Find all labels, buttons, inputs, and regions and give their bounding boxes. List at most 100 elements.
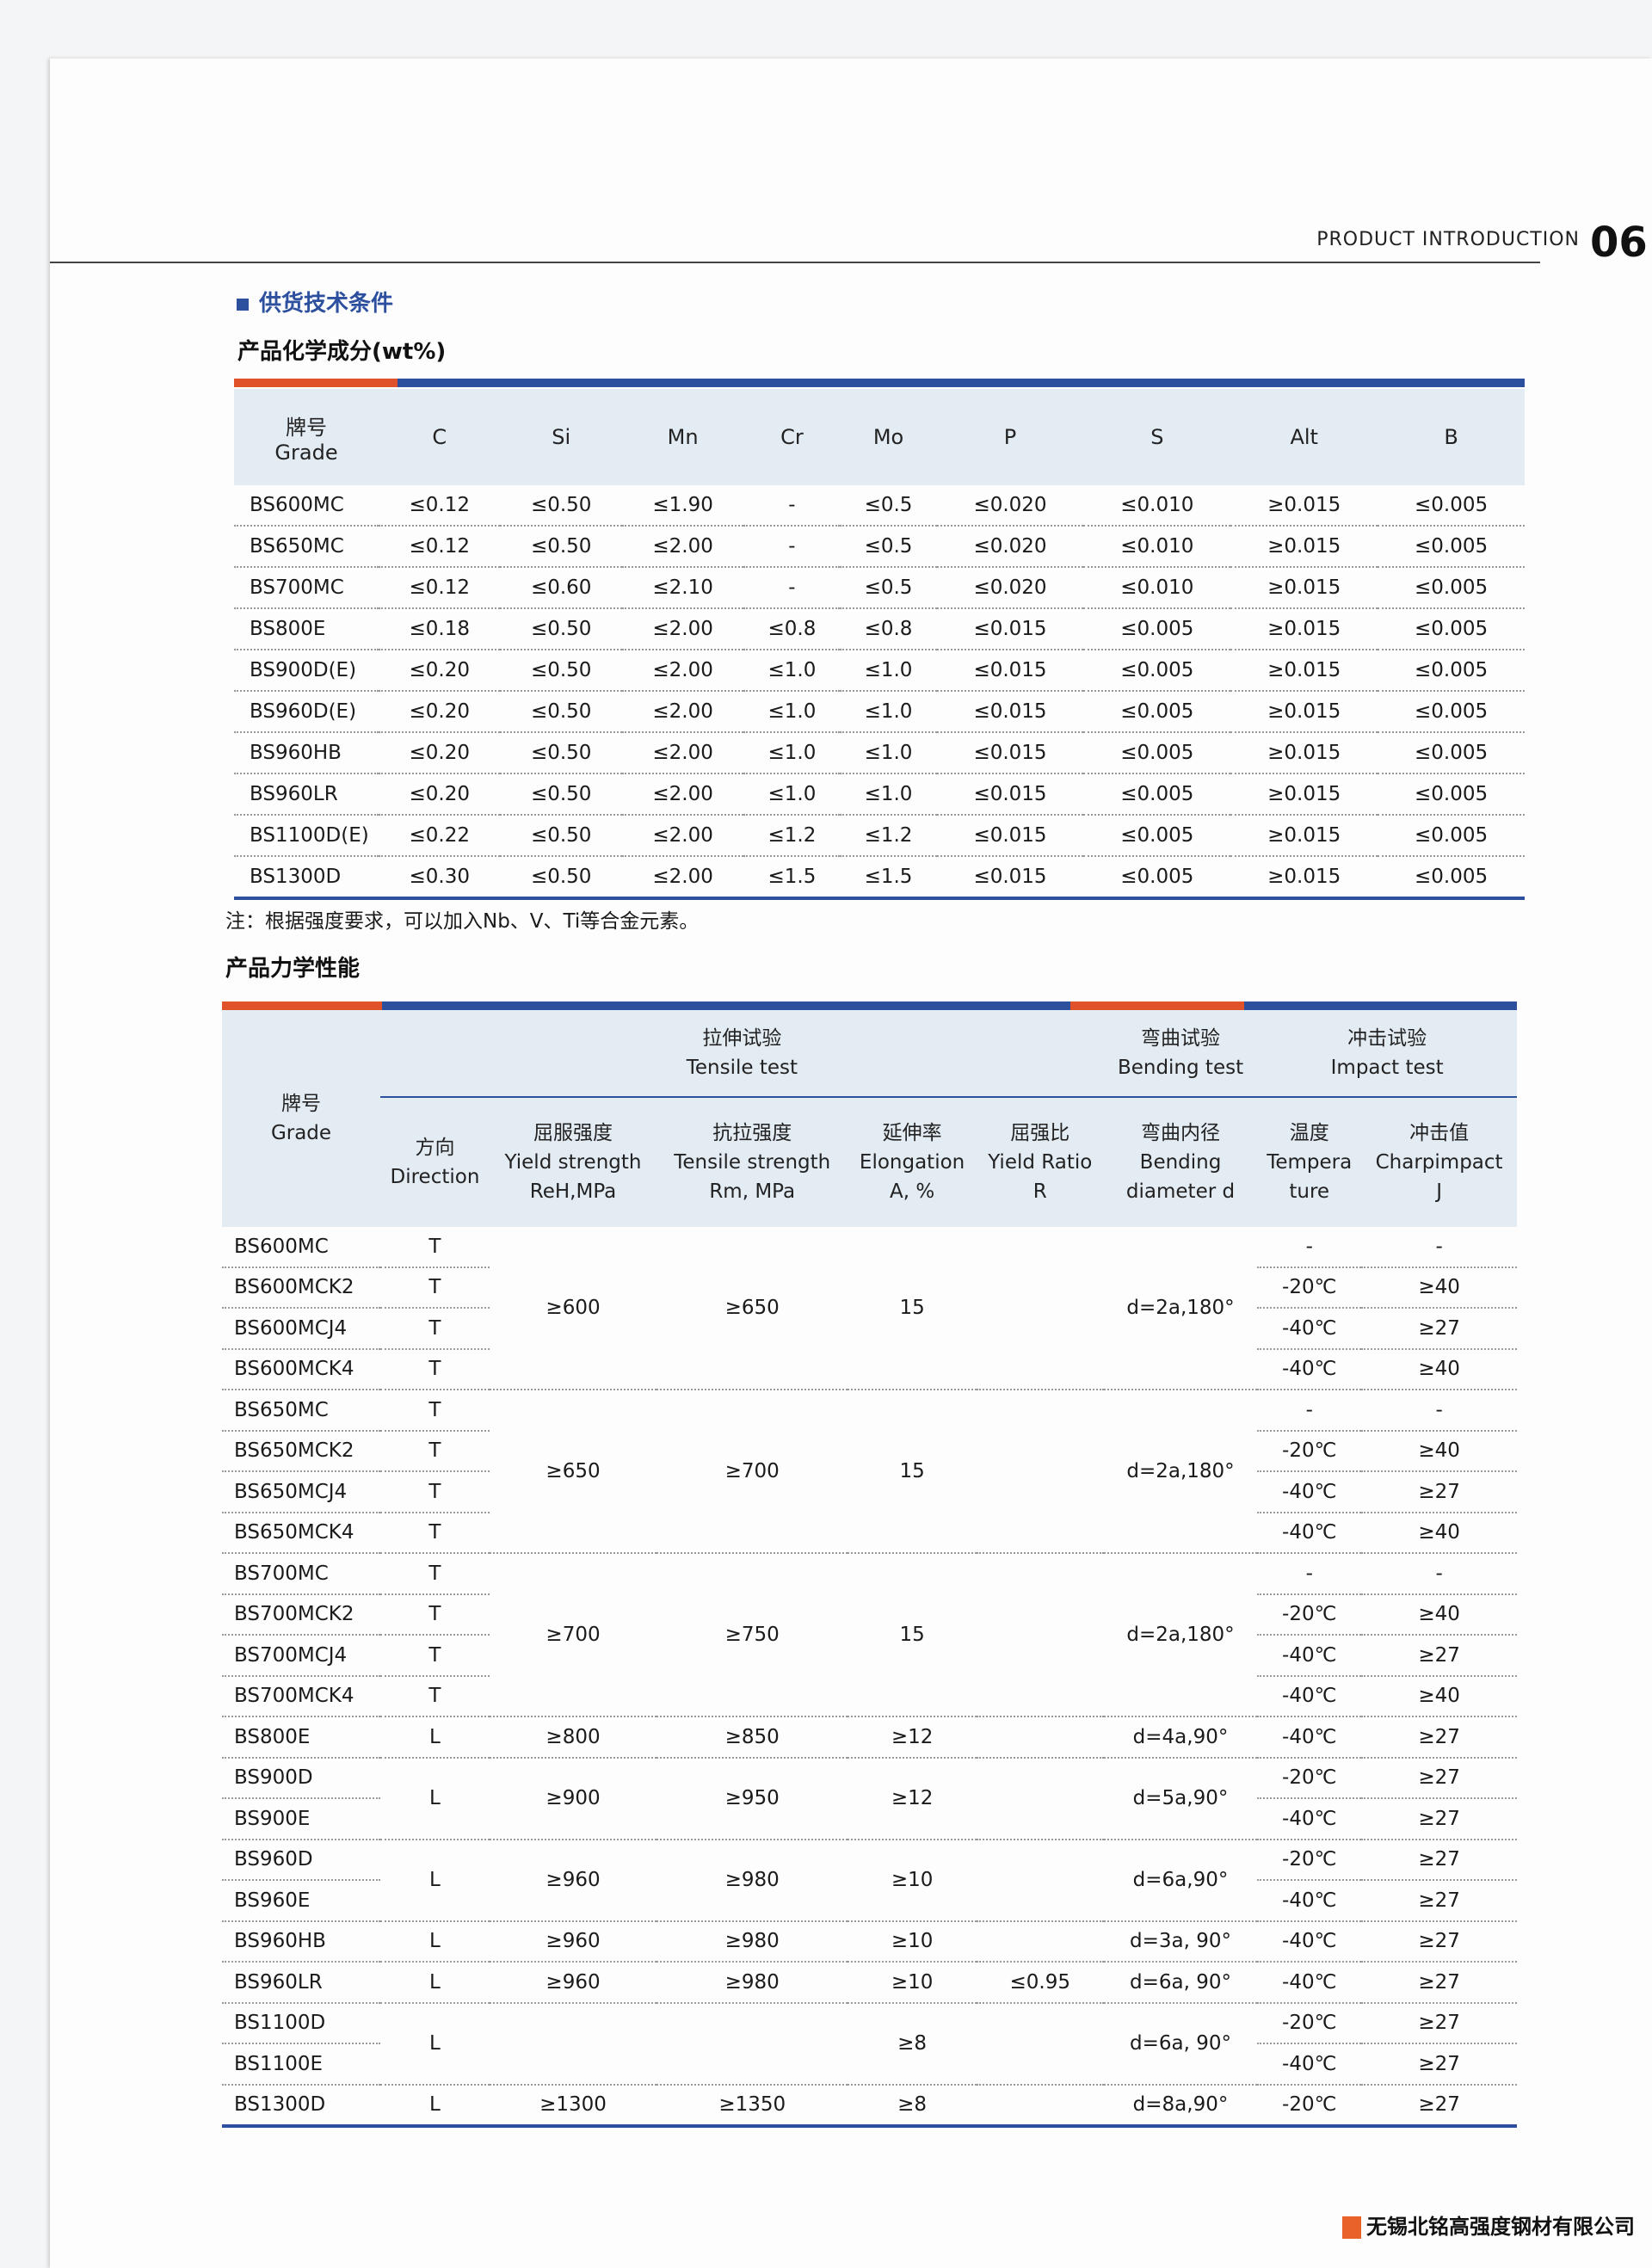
table-row: BS960E -40℃ ≥27 xyxy=(222,1880,1517,1922)
bending-cell: d=4a,90° xyxy=(1103,1716,1258,1759)
table-row: BS800E L ≥800 ≥850 ≥12 d=4a,90° -40℃ ≥27 xyxy=(222,1716,1517,1759)
table-row: BS700MC T ≥700 ≥750 15 d=2a,180° - - xyxy=(222,1553,1517,1717)
direction-cell: L xyxy=(380,1839,490,1922)
subheader-line: 弯曲内径 xyxy=(1141,1122,1221,1144)
table-row: BS600MCK2 T -20℃ ≥40 xyxy=(222,1267,1517,1309)
cell: ≤1.0 xyxy=(743,773,841,816)
yield-ratio-cell: ≤0.95 xyxy=(976,1962,1104,2004)
cell: ≤1.2 xyxy=(840,815,937,857)
grade-cell: BS960HB xyxy=(222,1920,380,1963)
cell: ≤0.010 xyxy=(1083,485,1231,527)
yield-ratio-cell xyxy=(976,2084,1104,2128)
cell: ≤0.005 xyxy=(1378,773,1525,816)
tensile-cell: ≥850 xyxy=(656,1716,848,1759)
grade-cell: BS700MC xyxy=(222,1553,380,1595)
cell: ≥0.015 xyxy=(1230,815,1378,857)
impact-value-cell: ≥27 xyxy=(1361,2002,1517,2044)
grade-cell: BS1100E xyxy=(222,2043,380,2086)
direction-cell: T xyxy=(380,1227,490,1268)
grade-cell: BS960HB xyxy=(234,732,379,774)
tensile-cell: ≥650 xyxy=(656,1227,848,1390)
column-header-alt: Alt xyxy=(1230,389,1378,485)
mechanical-table: 牌号 Grade 拉伸试验 Tensile test 弯曲试验 Bending tes… xyxy=(222,1010,1517,2128)
elongation-cell: ≥12 xyxy=(848,1716,977,1759)
yield-ratio-cell xyxy=(976,1553,1104,1717)
impact-value-cell: ≥27 xyxy=(1361,1798,1517,1840)
impact-value-cell: ≥27 xyxy=(1361,1962,1517,2004)
table-row: BS650MCJ4 T -40℃ ≥27 xyxy=(222,1471,1517,1513)
cell: ≤2.00 xyxy=(621,815,744,857)
footer: 无锡北铭高强度钢材有限公司 xyxy=(1342,2209,1635,2240)
temperature-cell: - xyxy=(1257,1390,1362,1432)
temperature-cell: -40℃ xyxy=(1257,1635,1362,1677)
subheader-line: Elongation xyxy=(859,1151,965,1174)
impact-value-cell: ≥27 xyxy=(1361,1716,1517,1759)
cell: ≤0.50 xyxy=(500,608,622,650)
impact-value-cell: ≥27 xyxy=(1361,1839,1517,1881)
cell: ≥0.015 xyxy=(1230,650,1378,692)
subheader-line: 冲击值 xyxy=(1409,1122,1470,1144)
impact-value-cell: ≥27 xyxy=(1361,2043,1517,2086)
subheader-4: 屈强比 Yield Ratio R xyxy=(976,1096,1104,1227)
cell: ≤0.50 xyxy=(500,526,622,568)
grade-cell: BS650MC xyxy=(234,526,379,568)
grade-header-en: Grade xyxy=(274,440,338,465)
cell: ≤0.12 xyxy=(379,485,501,527)
table-row: BS600MC ≤0.12 ≤0.50 ≤1.90- ≤0.5 ≤0.020 ≤0.010 ≥… xyxy=(234,485,1525,527)
cell: ≤0.010 xyxy=(1083,567,1231,609)
page-number: 06 xyxy=(1590,219,1648,267)
grade-cell: BS650MCK4 xyxy=(222,1512,380,1554)
direction-cell: T xyxy=(380,1348,490,1390)
subheader-line: 屈服强度 xyxy=(533,1122,613,1144)
cell: ≤0.015 xyxy=(936,856,1084,900)
yield-cell: ≥960 xyxy=(489,1962,657,2004)
temperature-cell: -40℃ xyxy=(1257,1348,1362,1390)
grade-cell: BS650MCJ4 xyxy=(222,1471,380,1513)
cell: ≤2.00 xyxy=(621,526,744,568)
temperature-cell: -20℃ xyxy=(1257,2002,1362,2044)
cell: ≤0.005 xyxy=(1083,691,1231,733)
yield-ratio-cell xyxy=(976,1920,1104,1963)
cell: ≤0.5 xyxy=(840,526,937,568)
temperature-cell: -40℃ xyxy=(1257,1920,1362,1963)
blue-bar xyxy=(382,1001,1070,1010)
grade-header-cn: 牌号 xyxy=(281,1093,321,1115)
cell: ≤0.20 xyxy=(379,773,501,816)
elongation-cell: ≥10 xyxy=(848,1920,977,1963)
orange-bar xyxy=(222,1001,382,1010)
cell: ≤0.005 xyxy=(1378,608,1525,650)
grade-cell: BS800E xyxy=(234,608,379,650)
grade-cell: BS700MCK4 xyxy=(222,1675,380,1717)
cell: ≤0.50 xyxy=(500,691,622,733)
impact-header-en: Impact test xyxy=(1330,1057,1444,1079)
table-row: BS1100E -40℃ ≥27 xyxy=(222,2043,1517,2086)
cell: ≤2.00 xyxy=(621,773,744,816)
cell: ≤2.00 xyxy=(621,691,744,733)
grade-cell: BS1300D xyxy=(234,856,379,900)
cell: ≤0.005 xyxy=(1083,815,1231,857)
elongation-cell: ≥8 xyxy=(848,2084,977,2128)
cell: ≤0.18 xyxy=(379,608,501,650)
temperature-cell: -40℃ xyxy=(1257,1798,1362,1840)
temperature-cell: -20℃ xyxy=(1257,1430,1362,1472)
subheader-line: 温度 xyxy=(1289,1122,1329,1144)
elongation-cell: ≥10 xyxy=(848,1839,977,1922)
table-row: BS900D(E) ≤0.20 ≤0.50 ≤2.00 ≤1.0 ≤1.0 ≤0.015 ≤0… xyxy=(234,650,1525,692)
cell: ≤0.50 xyxy=(500,732,622,774)
direction-cell: L xyxy=(380,1962,490,2004)
cell: ≤0.015 xyxy=(936,691,1084,733)
direction-cell: T xyxy=(380,1553,490,1595)
table-row: BS1300D ≤0.30 ≤0.50 ≤2.00 ≤1.5 ≤1.5 ≤0.015 ≤0.0… xyxy=(234,856,1525,900)
temperature-cell: -20℃ xyxy=(1257,2084,1362,2128)
grade-cell: BS600MCK2 xyxy=(222,1267,380,1309)
cell: ≤0.015 xyxy=(936,815,1084,857)
direction-cell: T xyxy=(380,1675,490,1717)
impact-value-cell: ≥40 xyxy=(1361,1348,1517,1390)
yield-ratio-cell xyxy=(976,1227,1104,1390)
section-title-text: 供货技术条件 xyxy=(259,291,394,317)
grade-cell: BS960LR xyxy=(222,1962,380,2004)
yield-ratio-cell xyxy=(976,2002,1104,2086)
tensile-cell: ≥980 xyxy=(656,1920,848,1963)
impact-value-cell: ≥27 xyxy=(1361,2084,1517,2128)
subheader-line: Yield strength xyxy=(504,1151,642,1174)
